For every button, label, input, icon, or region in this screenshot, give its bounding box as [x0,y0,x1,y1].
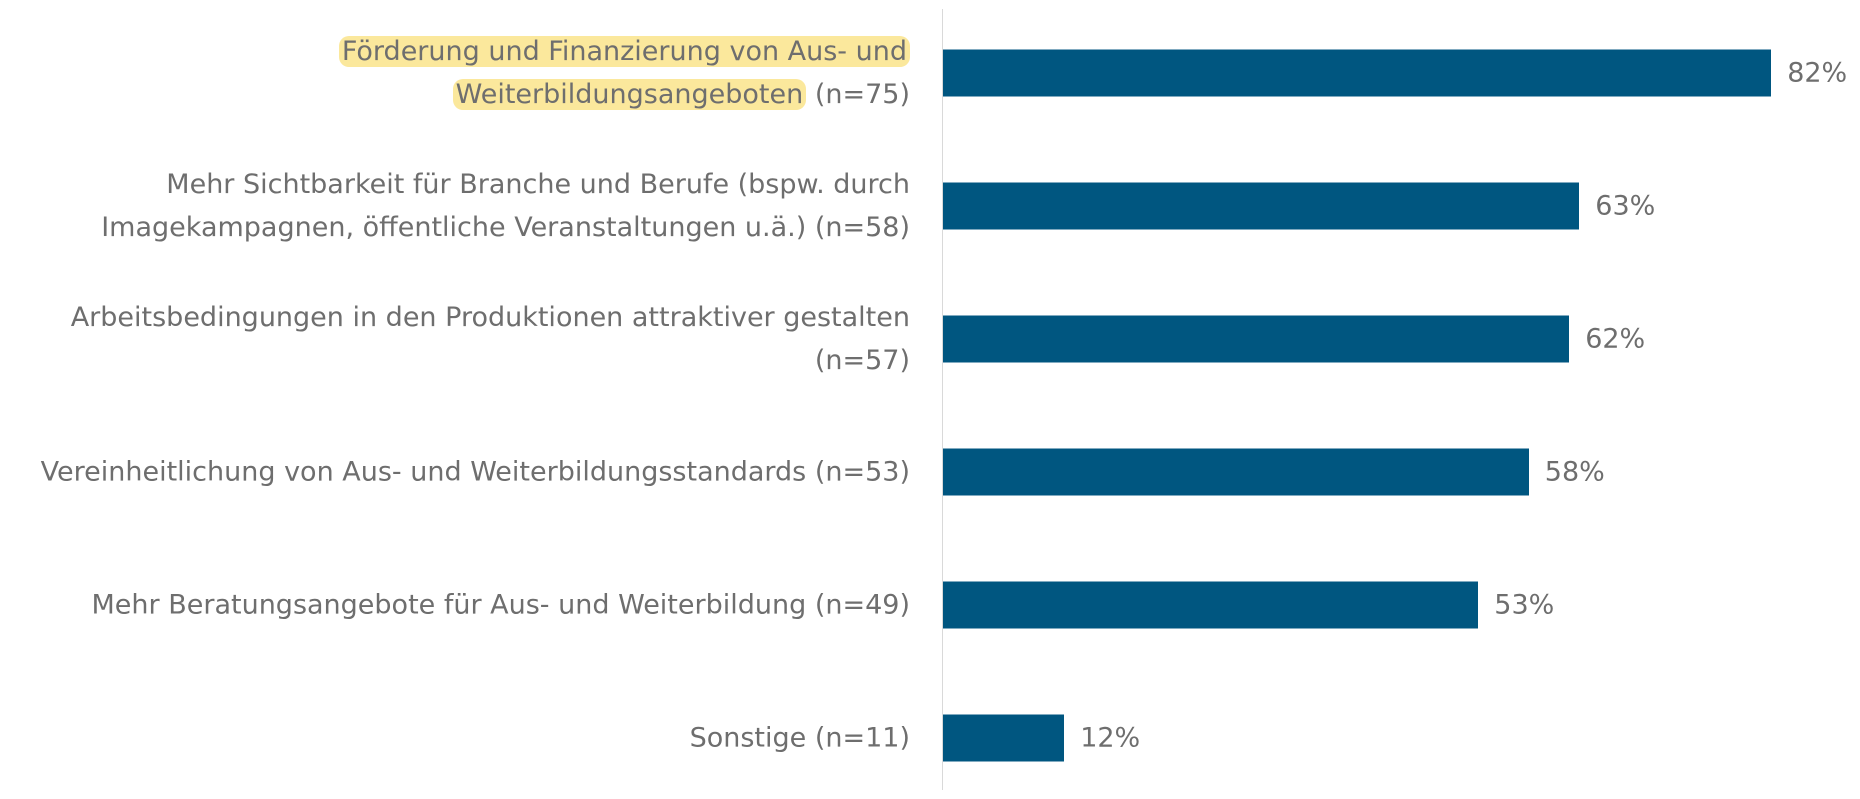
category-label-part: (n=75) [814,79,910,110]
bar [943,581,1479,629]
bar [943,714,1065,762]
value-label: 82% [1787,57,1848,89]
category-label: Förderung und Finanzierung von Aus- und … [0,30,910,116]
value-label: 63% [1595,190,1656,222]
bar [943,49,1772,97]
bar [943,315,1570,363]
value-label: 58% [1544,456,1605,488]
category-label: Mehr Beratungsangebote für Aus- und Weit… [91,589,910,621]
value-label: 12% [1080,722,1141,754]
category-label: Vereinheitlichung von Aus- und Weiterbil… [40,456,910,488]
value-label: 53% [1494,589,1555,621]
y-axis-line [942,9,943,790]
category-label: Arbeitsbedingungen in den Produktionen a… [70,302,910,376]
bar [943,448,1529,496]
bar [943,182,1580,230]
value-label: 62% [1585,323,1646,355]
category-label: Sonstige (n=11) [689,722,910,754]
category-label: Mehr Sichtbarkeit für Branche und Berufe… [101,169,910,243]
